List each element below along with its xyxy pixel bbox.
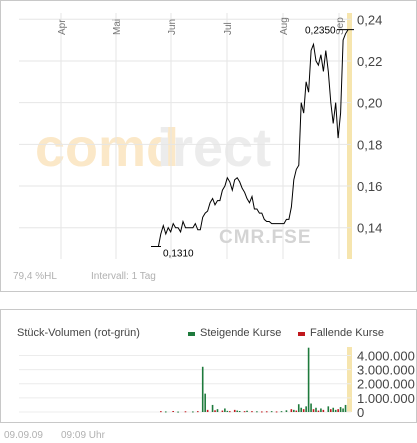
volume-bar-rising (280, 411, 283, 413)
min-label: 0,1310 (163, 248, 194, 259)
volume-bar-rising (315, 407, 317, 412)
volume-bar-falling (312, 409, 315, 412)
volume-bar-rising (201, 366, 204, 412)
max-label: 0,2350 (305, 26, 336, 37)
volume-bar-falling (329, 409, 332, 412)
volume-title: Stück-Volumen (rot-grün) (17, 327, 140, 339)
x-tick-label: Mai (112, 19, 123, 35)
volume-bar-falling (229, 411, 231, 413)
volume-bar-falling (184, 411, 187, 413)
interval-label: Intervall: 1 Tag (91, 271, 156, 282)
volume-bar-rising (344, 404, 347, 412)
volume-bar-rising (285, 410, 288, 412)
x-tick-label: Apr (57, 19, 68, 35)
volume-bar-rising (216, 409, 219, 412)
falling-legend-swatch (298, 332, 305, 336)
volume-bar-rising (238, 411, 241, 413)
volume-bar-rising (224, 408, 226, 412)
volume-tick-label: 1.000.000 (357, 391, 415, 406)
volume-bar-falling (214, 410, 216, 412)
volume-tick-label: 2.000.000 (357, 377, 415, 392)
volume-bar-rising (305, 406, 307, 412)
volume-chart-panel: Stück-Volumen (rot-grün) Steigende Kurse… (0, 309, 417, 423)
volume-tick-label: 4.000.000 (357, 348, 415, 363)
hl-indicator: 79,4 %HL (13, 271, 57, 282)
volume-bar-falling (196, 411, 199, 413)
volume-bar-falling (160, 411, 162, 413)
watermark-logo-part1: comd (35, 118, 179, 178)
volume-bar-falling (206, 409, 209, 412)
x-tick-label: Jun (167, 19, 178, 35)
y-tick-label: 0,20 (357, 96, 382, 111)
volume-bar-rising (307, 347, 310, 412)
price-chart-panel: comd irect 0,14 0,16 0,18 0,20 0,22 0,24 Apr Mai J… (0, 0, 417, 292)
volume-bar-rising (339, 407, 342, 412)
y-tick-label: 0,22 (357, 54, 382, 69)
volume-bar-falling (172, 411, 174, 413)
volume-bar-falling (233, 409, 236, 412)
volume-bar-falling (265, 411, 268, 413)
volume-bar-rising (226, 410, 229, 412)
volume-bar-rising (164, 411, 167, 413)
y-tick-label: 0,24 (357, 12, 382, 27)
volume-bar-falling (295, 410, 298, 412)
falling-legend-label: Fallende Kurse (310, 327, 384, 339)
volume-bar-falling (251, 411, 253, 413)
volume-bar-rising (310, 403, 312, 412)
watermark-symbol: CMR.FSE (219, 227, 312, 248)
x-tick-label: Aug (279, 17, 290, 35)
volume-bar-falling (322, 409, 325, 412)
y-tick-label: 0,18 (357, 137, 382, 152)
footer-date: 09.09.09 (4, 430, 43, 441)
volume-bar-rising (236, 410, 238, 412)
volume-bar-rising (177, 411, 179, 413)
volume-bar-rising (300, 407, 303, 412)
price-line (151, 29, 349, 247)
volume-bar-falling (221, 410, 224, 412)
volume-bar-falling (275, 411, 278, 413)
volume-highlight (347, 347, 352, 412)
volume-bar-rising (192, 411, 194, 413)
volume-bar-rising (342, 408, 344, 412)
x-tick-label: Jul (223, 22, 234, 35)
volume-bar-rising (211, 404, 214, 412)
current-period-highlight (347, 13, 352, 259)
rising-legend-swatch (188, 332, 195, 336)
volume-bar-rising (332, 407, 335, 412)
volume-tick-label: 0 (357, 405, 364, 420)
volume-bar-rising (270, 411, 273, 413)
volume-bar-falling (243, 411, 246, 413)
footer-time: 09:09 Uhr (61, 430, 105, 441)
x-tick-label: Sep (335, 17, 346, 35)
volume-bar-rising (204, 393, 206, 412)
y-tick-label: 0,14 (357, 221, 382, 236)
volume-bar-rising (320, 408, 322, 412)
volume-tick-label: 3.000.000 (357, 363, 415, 378)
volume-bar-falling (261, 411, 263, 413)
volume-bar-rising (256, 411, 258, 413)
volume-bar-rising (297, 404, 300, 412)
volume-bar-rising (334, 409, 337, 412)
volume-bar-rising (293, 409, 295, 412)
volume-bar-falling (302, 409, 305, 412)
volume-bar-rising (246, 410, 248, 412)
volume-bar-falling (290, 409, 293, 412)
rising-legend-label: Steigende Kurse (200, 327, 282, 339)
volume-bar-falling (317, 410, 320, 412)
y-tick-label: 0,16 (357, 179, 382, 194)
volume-bar-falling (337, 409, 339, 412)
volume-bar-rising (327, 406, 330, 412)
watermark-logo-part2: irect (157, 118, 271, 178)
